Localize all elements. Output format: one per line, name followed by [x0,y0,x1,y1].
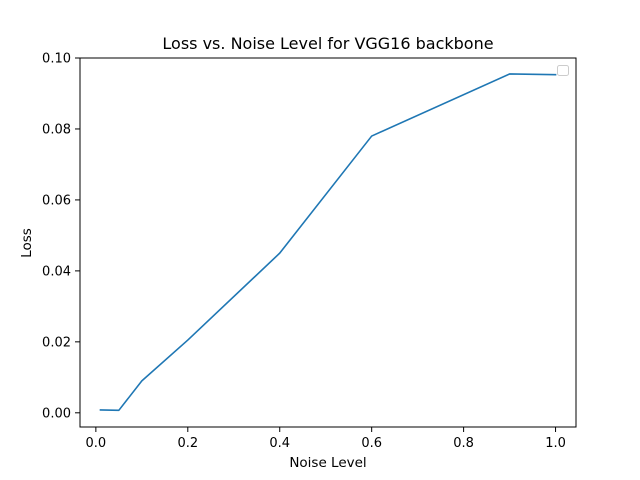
data-point [99,408,102,411]
data-point [140,379,143,382]
y-tick-label: 0.08 [42,122,71,137]
y-axis-ticks: 0.00 0.02 0.04 0.06 0.08 0.10 [42,52,80,421]
y-tick-label: 0.06 [42,193,71,208]
y-axis-label: Loss [19,228,35,258]
x-tick-label: 0.0 [86,436,107,451]
x-tick-label: 0.2 [177,436,198,451]
x-tick-label: 1.0 [545,436,566,451]
data-point [117,409,120,412]
series-group [99,72,557,412]
chart-title: Loss vs. Noise Level for VGG16 backbone [162,34,493,53]
x-axis-label: Noise Level [289,455,366,471]
series-line [99,73,557,412]
data-point [278,252,281,255]
x-tick-label: 0.6 [361,436,382,451]
legend-box [557,65,569,76]
plot-area [80,58,576,427]
data-point [370,135,373,138]
plot-frame [79,57,577,428]
x-tick-label: 0.8 [453,436,474,451]
y-tick-label: 0.02 [42,335,71,350]
x-tick-label: 0.4 [269,436,290,451]
y-tick-label: 0.10 [42,52,71,67]
data-point [186,339,189,342]
x-axis-ticks: 0.0 0.2 0.4 0.6 0.8 1.0 [86,427,566,451]
data-point [554,73,557,76]
data-point [508,72,511,75]
y-tick-label: 0.04 [42,264,71,279]
y-tick-label: 0.00 [42,406,71,421]
